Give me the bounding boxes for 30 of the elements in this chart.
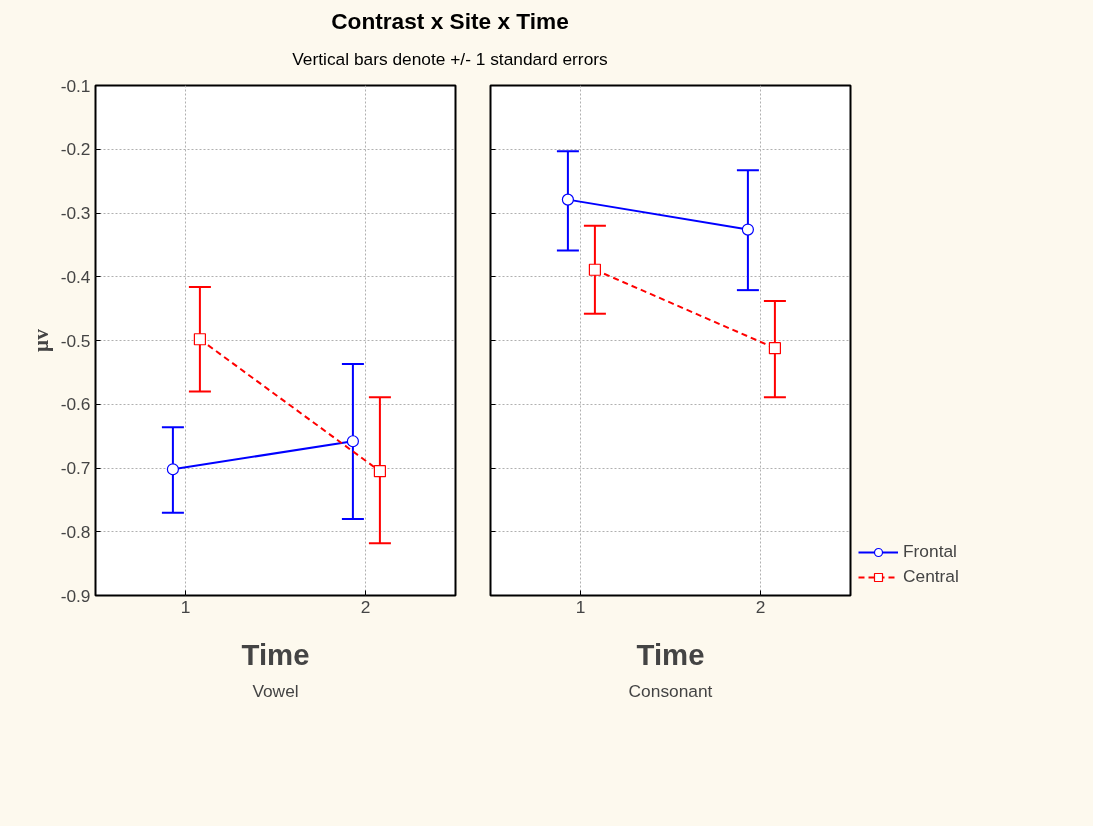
- y-tick-label: -0.8: [60, 521, 91, 542]
- legend-label: Frontal: [903, 541, 957, 563]
- x-tick-label: 2: [360, 596, 371, 617]
- y-tick-label: -0.4: [60, 266, 91, 287]
- chart-title: Contrast x Site x Time: [331, 7, 569, 36]
- text: Consonant: [628, 680, 713, 701]
- chart-subtitle: Vertical bars denote +/- 1 standard errors: [292, 48, 608, 72]
- text: Vowel: [252, 680, 299, 701]
- x-axis-title: Time: [636, 637, 705, 671]
- y-tick-label: -0.6: [60, 394, 91, 415]
- x-tick-label: 1: [575, 596, 586, 617]
- point: [588, 263, 601, 276]
- y-tick-label: -0.9: [60, 585, 91, 606]
- point: [166, 463, 179, 476]
- y-tick-label: -0.1: [60, 75, 91, 96]
- point: [346, 435, 359, 448]
- legend-label: Central: [903, 566, 959, 588]
- point: [768, 342, 781, 355]
- x-tick-label: 2: [755, 596, 766, 617]
- x-tick-label: 1: [180, 596, 191, 617]
- point: [741, 223, 754, 236]
- x-axis-title: Time: [241, 637, 310, 671]
- y-axis-title: μv: [28, 328, 53, 352]
- y-tick-label: -0.7: [60, 458, 91, 479]
- point: [561, 193, 574, 206]
- point: [373, 465, 386, 478]
- point: [193, 333, 206, 346]
- y-tick-label: -0.5: [60, 330, 91, 351]
- y-tick-label: -0.3: [60, 203, 91, 224]
- y-tick-label: -0.2: [60, 139, 91, 160]
